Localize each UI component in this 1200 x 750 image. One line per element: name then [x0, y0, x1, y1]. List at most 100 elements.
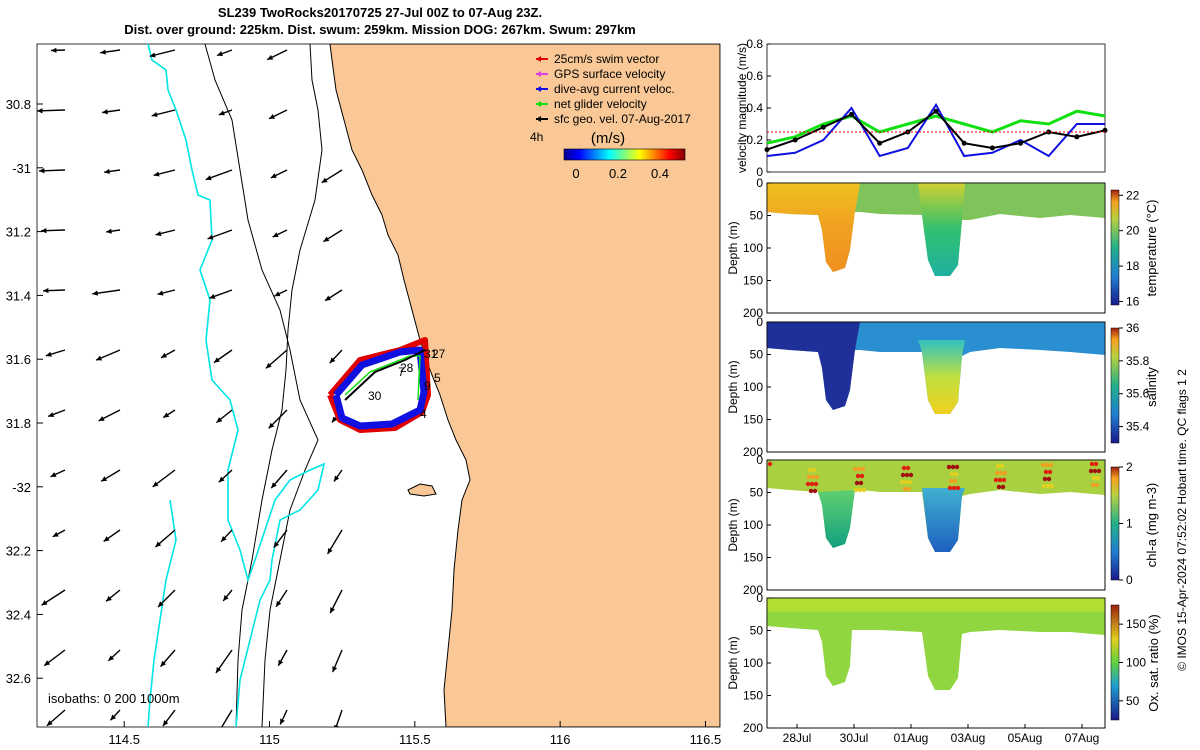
velocity-y-tick-label: 0.6 — [746, 69, 763, 83]
velocity-point — [905, 129, 911, 135]
chla-point — [904, 472, 910, 478]
temperature-y-ticks: 0 50 100 150 200 — [743, 176, 771, 320]
legend-swatch-head — [536, 71, 541, 77]
map-y-tick-label: -31 — [12, 161, 31, 176]
velocity-series-line — [766, 109, 1106, 145]
legend-swatch-head — [536, 116, 541, 122]
sfc-velocity-arrowhead — [108, 655, 115, 661]
sfc-velocity-arrowhead — [219, 726, 221, 727]
temperature-cool-core — [918, 183, 965, 276]
chla-point — [996, 484, 1002, 490]
cbar-tick-label: 35.6 — [1126, 387, 1150, 401]
speed-colorbar — [563, 148, 686, 161]
temperature-cbar-label: temperature (°C) — [1144, 200, 1159, 297]
chla-point — [949, 471, 955, 477]
sfc-velocity-arrowhead — [106, 228, 112, 234]
chla-point — [806, 474, 812, 480]
chla-point — [951, 485, 957, 491]
time-x-ticks: 28Jul 30Jul 01Aug 03Aug 05Aug 07Aug — [783, 724, 1099, 745]
salinity-salty-core — [918, 340, 965, 414]
velocity-y-tick-label: 0.2 — [746, 133, 763, 147]
sfc-velocity-arrowhead — [151, 111, 158, 118]
track-day-label: 7 — [398, 365, 405, 379]
oxygen-cbar-label: Ox. sat. ratio (%) — [1146, 614, 1161, 712]
sfc-velocity-arrowhead — [215, 667, 222, 673]
sfc-velocity-arrowhead — [37, 108, 43, 114]
velocity-series-line — [766, 109, 1106, 151]
map-y-tick-label: -32 — [12, 480, 31, 495]
chla-point — [1040, 462, 1046, 468]
sfc-velocity-arrowhead — [101, 476, 108, 482]
velocity-y-ticks: 0 0.2 0.4 0.6 0.8 — [746, 37, 771, 179]
chla-point — [1045, 483, 1051, 489]
velocity-point — [764, 147, 770, 153]
chla-point — [1001, 477, 1007, 483]
chla-point — [907, 479, 913, 485]
chla-point — [1046, 476, 1052, 482]
oxygen-panel: 0 50 100 150 200 Depth (m) 50 100 150 Ox. sat.… — [726, 591, 1161, 735]
sfc-velocity-arrowhead — [205, 175, 212, 181]
sfc-velocity-arrowhead — [221, 535, 227, 542]
chla-point — [998, 470, 1004, 476]
sfc-velocity-arrowhead — [152, 481, 159, 487]
salinity-y-ticks: 0 50 100 150 200 — [743, 315, 771, 459]
depth-tick-label: 100 — [743, 656, 763, 670]
chla-point — [1041, 483, 1047, 489]
sfc-velocity-arrowhead — [223, 595, 229, 601]
sfc-velocity-arrowhead — [216, 417, 223, 423]
depth-tick-label: 100 — [743, 241, 763, 255]
chla-deep-core-1 — [818, 490, 855, 548]
legend-note: 4h — [530, 130, 543, 144]
chla-point — [1089, 461, 1095, 467]
colorbar-tick-label: 0.4 — [651, 166, 669, 181]
sfc-velocity-arrowhead — [327, 548, 333, 555]
chla-point — [813, 481, 819, 487]
chla-y-ticks: 0 50 100 150 200 — [743, 453, 771, 597]
salinity-fresh-core — [767, 322, 860, 410]
chla-point — [954, 464, 960, 470]
chla-point — [853, 487, 859, 493]
chla-point — [811, 467, 817, 473]
legend-label: net glider velocity — [554, 97, 647, 111]
chart-title: SL239 TwoRocks20170725 27-Jul 00Z to 07-… — [0, 4, 760, 38]
glider-track — [327, 337, 431, 433]
sfc-velocity-arrows — [37, 47, 343, 727]
island-shape — [407, 483, 437, 497]
sfc-velocity-arrowhead — [207, 234, 214, 240]
time-tick-label: 30Jul — [840, 731, 869, 745]
chla-point — [860, 466, 866, 472]
map-x-tick-label: 116 — [550, 732, 571, 747]
title-line-1: SL239 TwoRocks20170725 27-Jul 00Z to 07-… — [217, 5, 543, 20]
chla-point — [1096, 468, 1102, 474]
depth-tick-label: 50 — [750, 209, 764, 223]
chla-colorbar — [1110, 466, 1120, 581]
footer-credit: © IMOS 15-Apr-2024 07:52:02 Hobart time.… — [1175, 369, 1189, 671]
isobath-1000 — [204, 44, 319, 727]
sfc-velocity-arrowhead — [323, 236, 330, 242]
map-y-tick-label: 31.8 — [6, 416, 31, 431]
velocity-point — [792, 137, 798, 143]
sfc-velocity-arrowhead — [278, 659, 284, 666]
map-y-tick-label: 32.6 — [6, 671, 31, 686]
sfc-velocity-arrowhead — [332, 666, 338, 673]
time-tick-label: 01Aug — [894, 731, 929, 745]
map-x-tick-label: 114.5 — [108, 732, 140, 747]
velocity-point — [961, 140, 967, 146]
geo-vel-track — [344, 349, 426, 401]
chla-high-points — [767, 461, 1102, 494]
chla-point — [854, 480, 860, 486]
sfc-velocity-arrowhead — [46, 720, 53, 726]
temperature-panel: 0 50 100 150 200 Depth (m) 16 18 20 22 temperat… — [726, 176, 1159, 320]
time-tick-label: 28Jul — [783, 731, 812, 745]
chla-point — [1090, 482, 1096, 488]
map-y-tick-label: 31.6 — [6, 352, 31, 367]
chla-point — [905, 465, 911, 471]
colorbar-unit: (m/s) — [591, 130, 625, 147]
cbar-tick-label: 35.4 — [1126, 420, 1150, 434]
sfc-velocity-arrowhead — [44, 660, 51, 666]
colorbar-tick-label: 0.2 — [609, 166, 627, 181]
depth-tick-label: 150 — [743, 274, 763, 288]
oxygen-field — [767, 598, 1105, 690]
chla-cbar-ticks: 0 1 2 — [1119, 460, 1133, 587]
